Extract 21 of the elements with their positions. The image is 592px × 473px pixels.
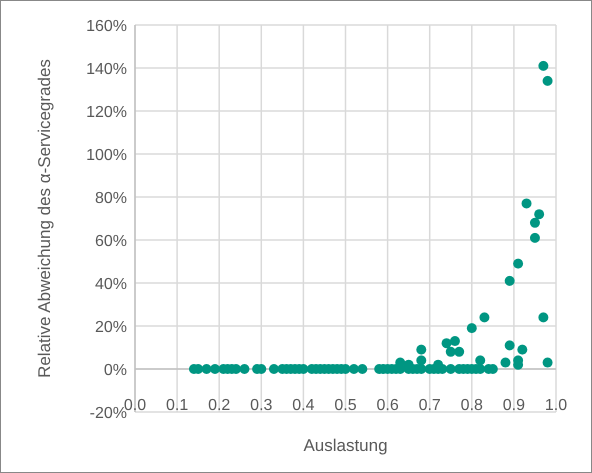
x-axis-title: Auslastung	[303, 436, 388, 455]
x-tick-label: 0.9	[502, 397, 526, 414]
x-tick-label: 0.5	[334, 397, 357, 414]
y-tick-label: 100%	[86, 147, 127, 164]
x-tick-label: 0.2	[208, 397, 230, 414]
x-tick-label: 0.1	[166, 397, 188, 414]
y-tick-label: 40%	[94, 276, 127, 293]
x-tick-label: 0.8	[460, 397, 484, 414]
x-tick-label: 0.7	[418, 397, 441, 414]
y-tick-label: 80%	[94, 190, 127, 207]
y-tick-label: 140%	[86, 61, 127, 78]
y-tick-label: 0%	[104, 362, 127, 379]
x-tick-label: 0.4	[292, 397, 315, 414]
y-tick-label: 60%	[94, 233, 127, 250]
x-tick-label: 0.6	[376, 397, 399, 414]
y-axis-title: Relative Abweichung des α-Servicegrades	[35, 59, 54, 378]
x-tick-label: 1.0	[544, 397, 568, 414]
y-tick-label: 20%	[94, 319, 127, 336]
x-tick-label: 0.3	[250, 397, 273, 414]
y-tick-label: 160%	[86, 18, 127, 35]
y-tick-label: 120%	[86, 104, 127, 121]
